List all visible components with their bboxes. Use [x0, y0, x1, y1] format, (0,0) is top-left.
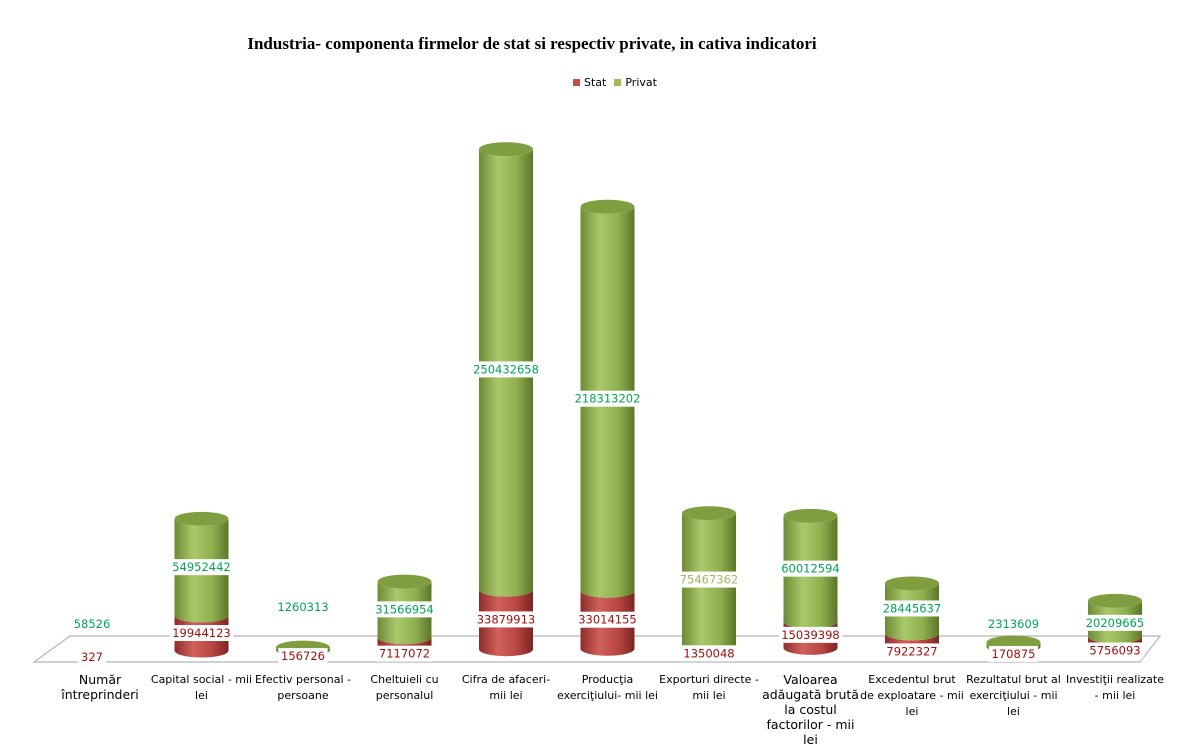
label-stat-4-text: 33879913	[477, 612, 536, 626]
label-stat-6: 1350048	[680, 645, 738, 662]
label-stat-7-text: 15039398	[781, 628, 840, 642]
chart-title: Industria- componenta firmelor de stat s…	[247, 34, 817, 53]
legend: Stat Privat	[573, 76, 657, 89]
label-privat-7-bg	[778, 560, 843, 577]
category-label-6: Exporturi directe - mii lei	[659, 673, 759, 702]
label-privat-4-text: 250432658	[473, 362, 539, 376]
label-privat-2: 1260313	[274, 599, 332, 616]
label-stat-2-text: 156726	[281, 649, 325, 663]
label-stat-10-bg	[1086, 642, 1144, 659]
label-stat-5-bg	[575, 611, 640, 628]
category-label-4: Cifra de afaceri- mii lei	[461, 673, 551, 702]
label-stat-1: 19944123	[169, 625, 234, 642]
legend-swatch-privat	[614, 79, 622, 86]
legend-swatch-stat	[573, 79, 580, 86]
label-privat-7: 60012594	[778, 560, 843, 577]
legend-item-privat: Privat	[614, 76, 657, 89]
label-stat-7-bg	[778, 626, 843, 643]
category-label-3: Cheltuieli cu personalul	[370, 673, 439, 702]
label-privat-1: 54952442	[169, 559, 234, 576]
bar-privat-6-top	[682, 506, 736, 521]
label-privat-0-text: 58526	[74, 617, 111, 631]
label-stat-6-bg	[680, 645, 738, 662]
label-privat-5-text: 218313202	[575, 392, 641, 406]
category-label-9: Rezultatul brut al exerciţiului - mii le…	[966, 673, 1061, 718]
label-stat-2: 156726	[278, 648, 328, 665]
label-stat-5: 33014155	[575, 611, 640, 628]
category-label-5: Producţia exerciţiului- mii lei	[557, 673, 658, 702]
category-label-8: Excedentul brut de exploatare - mii lei	[860, 673, 964, 718]
label-privat-6-bg	[677, 571, 741, 588]
label-privat-4: 250432658	[470, 361, 542, 378]
bar-privat-3-top	[377, 574, 432, 589]
label-privat-0-bg	[71, 616, 113, 632]
label-privat-6: 75467362	[677, 571, 741, 588]
category-label-7: Valoarea adăugată brută la costul factor…	[762, 672, 859, 747]
bar-privat-8-top	[885, 576, 939, 591]
label-privat-9: 2313609	[985, 615, 1042, 632]
label-privat-2-text: 1260313	[277, 600, 328, 614]
label-privat-0: 58526	[71, 616, 113, 632]
label-stat-10: 5756093	[1086, 642, 1144, 659]
label-stat-0-bg	[78, 649, 106, 665]
label-stat-9-bg	[988, 645, 1039, 662]
label-stat-8: 7922327	[883, 643, 941, 660]
category-label-1: Capital social - mii lei	[150, 673, 253, 702]
label-privat-4-bg	[470, 361, 542, 378]
chart-data-labels: 58526 327 54952442 19944123 1260313 156726 315…	[71, 361, 1147, 665]
label-stat-3: 7117072	[376, 645, 433, 662]
label-stat-0-text: 327	[81, 650, 103, 664]
label-privat-10-text: 20209665	[1086, 616, 1145, 630]
label-stat-5-text: 33014155	[578, 613, 637, 627]
bar-privat-10-top	[1088, 593, 1142, 608]
label-privat-3: 31566954	[372, 601, 437, 618]
label-stat-0: 327	[78, 649, 106, 665]
legend-label-stat: Stat	[584, 76, 607, 89]
label-privat-6-text: 75467362	[680, 573, 739, 587]
label-privat-9-text: 2313609	[988, 617, 1039, 631]
label-stat-9: 170875	[988, 645, 1039, 662]
label-privat-8-text: 28445637	[883, 601, 942, 615]
label-privat-5-bg	[572, 390, 643, 407]
label-stat-4-bg	[474, 611, 538, 628]
label-privat-8-bg	[880, 600, 944, 617]
label-privat-1-bg	[169, 559, 234, 576]
bar-privat-1-top	[174, 511, 229, 526]
label-privat-3-text: 31566954	[375, 602, 434, 616]
bar-privat-7-top	[783, 508, 838, 523]
label-privat-3-bg	[372, 601, 437, 618]
label-stat-9-text: 170875	[992, 647, 1036, 661]
label-stat-1-bg	[169, 625, 234, 642]
chart-bars	[174, 142, 1142, 658]
label-stat-8-text: 7922327	[886, 644, 937, 658]
bar-privat-5-top	[580, 199, 635, 214]
label-privat-8: 28445637	[880, 600, 944, 617]
label-stat-2-bg	[278, 648, 328, 665]
label-privat-9-bg	[985, 615, 1042, 632]
label-stat-4: 33879913	[474, 611, 538, 628]
label-privat-1-text: 54952442	[172, 560, 231, 574]
label-stat-3-bg	[376, 645, 433, 662]
label-privat-10: 20209665	[1083, 614, 1147, 631]
label-stat-7: 15039398	[778, 626, 843, 643]
label-stat-6-text: 1350048	[683, 646, 734, 660]
label-stat-10-text: 5756093	[1089, 644, 1140, 658]
bar-privat-4-top	[479, 142, 533, 157]
label-stat-8-bg	[883, 643, 941, 660]
category-label-2: Efectiv personal - persoane	[255, 673, 351, 702]
label-privat-7-text: 60012594	[781, 562, 840, 576]
label-stat-3-text: 7117072	[379, 647, 430, 661]
label-privat-2-bg	[274, 599, 332, 616]
label-privat-5: 218313202	[572, 390, 643, 407]
label-privat-10-bg	[1083, 614, 1147, 631]
category-label-0: Număr întreprinderi	[61, 672, 139, 702]
label-stat-1-text: 19944123	[172, 626, 231, 640]
legend-item-stat: Stat	[573, 76, 606, 89]
legend-label-privat: Privat	[625, 76, 657, 89]
category-label-10: Investiţii realizate - mii lei	[1065, 673, 1164, 702]
